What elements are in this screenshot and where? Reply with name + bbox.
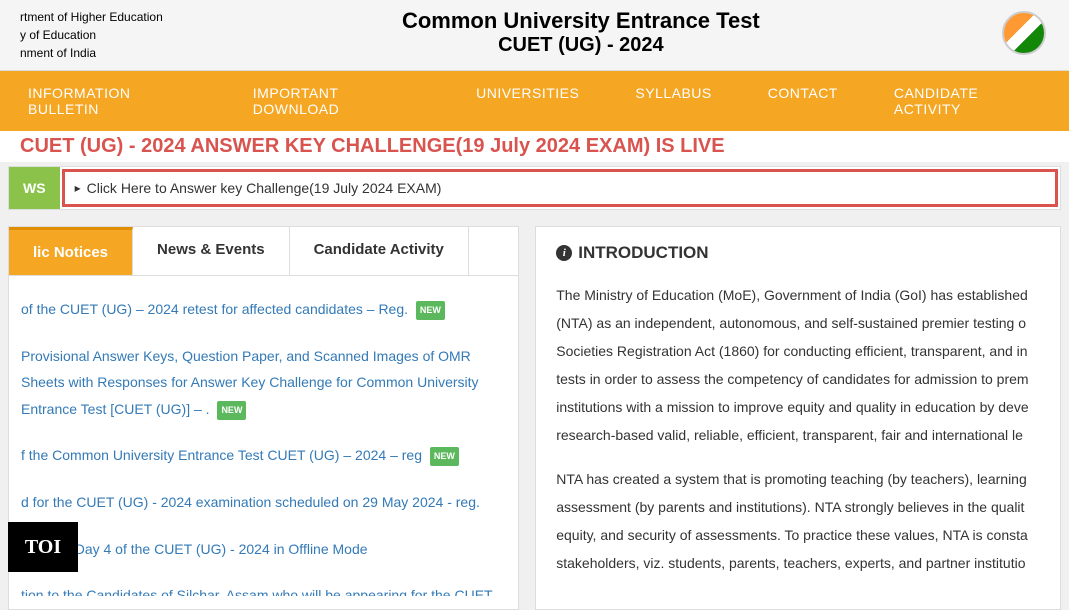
nav-candidate-activity[interactable]: CANDIDATE ACTIVITY bbox=[866, 71, 1069, 131]
intro-title-text: INTRODUCTION bbox=[578, 243, 708, 263]
new-badge-icon: NEW bbox=[416, 301, 445, 320]
page-subtitle: CUET (UG) - 2024 bbox=[163, 34, 999, 57]
notice-item[interactable]: d for the CUET (UG) - 2024 examination s… bbox=[17, 479, 510, 526]
nta-logo-icon bbox=[1002, 11, 1046, 55]
tabs-container: lic Notices News & Events Candidate Acti… bbox=[9, 227, 518, 276]
dept-line: rtment of Higher Education bbox=[20, 8, 163, 26]
news-label: WS bbox=[9, 167, 60, 209]
toi-watermark: TOI bbox=[8, 522, 78, 572]
news-link-text: Click Here to Answer key Challenge(19 Ju… bbox=[87, 180, 442, 196]
tab-news-events[interactable]: News & Events bbox=[133, 227, 290, 275]
answer-key-challenge-link[interactable]: Click Here to Answer key Challenge(19 Ju… bbox=[62, 169, 1058, 207]
dept-info: rtment of Higher Education y of Educatio… bbox=[20, 8, 163, 62]
tab-candidate-activity[interactable]: Candidate Activity bbox=[290, 227, 469, 275]
notice-item[interactable]: tion to the Candidates of Silchar, Assam… bbox=[17, 572, 510, 596]
nav-syllabus[interactable]: SYLLABUS bbox=[607, 71, 739, 131]
news-ticker: WS Click Here to Answer key Challenge(19… bbox=[8, 166, 1061, 210]
page-title: Common University Entrance Test bbox=[163, 8, 999, 34]
notice-item[interactable]: f the Common University Entrance Test CU… bbox=[17, 432, 510, 479]
notice-text: d for the CUET (UG) - 2024 examination s… bbox=[21, 494, 480, 510]
intro-heading: i INTRODUCTION bbox=[556, 243, 1040, 263]
nav-info-bulletin[interactable]: INFORMATION BULLETIN bbox=[0, 71, 225, 131]
marquee-banner: CUET (UG) - 2024 ANSWER KEY CHALLENGE(19… bbox=[0, 131, 1069, 162]
intro-para: NTA has created a system that is promoti… bbox=[556, 465, 1040, 577]
intro-body: The Ministry of Education (MoE), Governm… bbox=[556, 281, 1040, 577]
header-title-block: Common University Entrance Test CUET (UG… bbox=[163, 8, 999, 57]
notice-text: of the CUET (UG) – 2024 retest for affec… bbox=[21, 301, 408, 317]
nav-universities[interactable]: UNIVERSITIES bbox=[448, 71, 607, 131]
tab-public-notices[interactable]: lic Notices bbox=[9, 227, 133, 275]
introduction-panel: i INTRODUCTION The Ministry of Education… bbox=[535, 226, 1061, 610]
main-content: lic Notices News & Events Candidate Acti… bbox=[0, 218, 1069, 610]
new-badge-icon: NEW bbox=[430, 447, 459, 466]
main-nav: INFORMATION BULLETIN IMPORTANT DOWNLOAD … bbox=[0, 71, 1069, 131]
new-badge-icon: NEW bbox=[217, 401, 246, 420]
nav-important-download[interactable]: IMPORTANT DOWNLOAD bbox=[225, 71, 448, 131]
notice-item[interactable]: Provisional Answer Keys, Question Paper,… bbox=[17, 333, 510, 433]
notice-item[interactable]: of the CUET (UG) – 2024 retest for affec… bbox=[17, 286, 510, 333]
dept-line: y of Education bbox=[20, 26, 163, 44]
notice-text: Provisional Answer Keys, Question Paper,… bbox=[21, 348, 479, 417]
notice-text: tion to the Candidates of Silchar, Assam… bbox=[21, 587, 492, 596]
dept-line: nment of India bbox=[20, 44, 163, 62]
intro-para: The Ministry of Education (MoE), Governm… bbox=[556, 281, 1040, 449]
info-icon: i bbox=[556, 245, 572, 261]
notices-list[interactable]: of the CUET (UG) – 2024 retest for affec… bbox=[9, 276, 518, 596]
notice-text: f the Common University Entrance Test CU… bbox=[21, 447, 422, 463]
notice-item[interactable]: nduct of Day 4 of the CUET (UG) - 2024 i… bbox=[17, 526, 510, 573]
page-header: rtment of Higher Education y of Educatio… bbox=[0, 0, 1069, 71]
logo-container bbox=[999, 8, 1049, 58]
nav-contact[interactable]: CONTACT bbox=[740, 71, 866, 131]
notices-panel: lic Notices News & Events Candidate Acti… bbox=[8, 226, 519, 610]
